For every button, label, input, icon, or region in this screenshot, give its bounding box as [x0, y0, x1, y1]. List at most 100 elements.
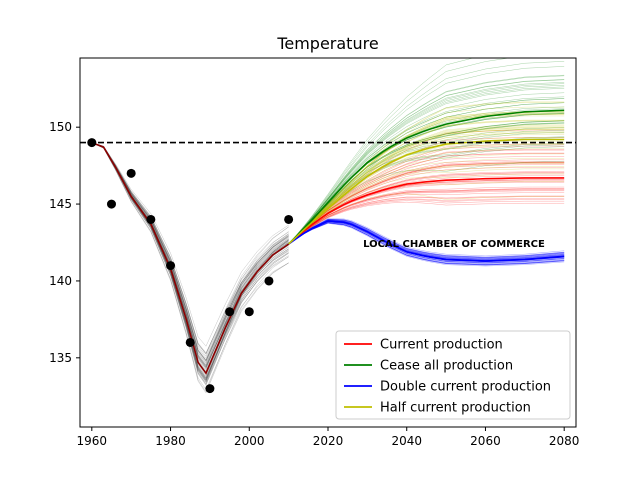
ensemble-line: [288, 120, 565, 245]
ensemble-line: [288, 218, 565, 257]
historical-ensemble-line: [91, 142, 289, 355]
ensemble-line: [288, 219, 565, 259]
y-tick-label: 145: [49, 197, 72, 211]
ensemble-line: [288, 162, 565, 245]
x-tick-label: 2000: [234, 434, 265, 448]
ensemble-line: [288, 193, 565, 245]
ensemble-line: [288, 188, 565, 245]
ensemble-line: [288, 161, 565, 245]
ensemble-line: [288, 122, 565, 245]
legend-box: [335, 330, 571, 420]
ensemble-line: [288, 199, 565, 245]
historical-ensemble-line: [91, 142, 289, 364]
ensemble-line: [288, 120, 565, 245]
ensemble-line: [288, 198, 565, 245]
ensemble-line: [288, 148, 565, 245]
x-tick-label: 2040: [391, 434, 422, 448]
historical-ensemble-line: [91, 142, 289, 362]
ensemble-line: [288, 221, 565, 264]
ensemble-line: [288, 219, 565, 259]
historical-ensemble-line: [91, 142, 289, 354]
historical-ensemble-line: [91, 142, 289, 364]
ensemble-line: [288, 168, 565, 245]
ensemble-line: [288, 102, 565, 245]
ensemble-line: [288, 153, 565, 245]
historical-fit-line: [91, 141, 290, 375]
ensemble-line: [288, 132, 565, 245]
historical-ensemble-line: [91, 142, 289, 355]
historical-ensemble-line: [91, 142, 289, 361]
ensemble-line: [288, 84, 565, 245]
ensemble-line: [288, 166, 565, 245]
ensemble-line: [288, 218, 565, 258]
ensemble-line: [288, 136, 565, 245]
ensemble-line: [288, 120, 565, 245]
legend-label: Cease all production: [380, 359, 513, 374]
ensemble-line: [288, 158, 565, 245]
legend-label: Current production: [380, 338, 503, 353]
ensemble-line: [288, 102, 565, 245]
plot-area: LOCAL CHAMBER OF COMMERCE 1960 1980 2000 202…: [49, 57, 579, 448]
ensemble-line: [288, 223, 565, 267]
ensemble-line: [288, 61, 565, 245]
ensemble-line: [288, 66, 565, 245]
observed-point: [205, 384, 215, 394]
historical-ensemble-line: [91, 142, 289, 362]
ensemble-line: [288, 128, 565, 245]
ensemble-line: [288, 124, 565, 245]
ensemble-line: [288, 58, 474, 245]
ensemble-line: [288, 200, 565, 245]
ensemble-line: [288, 162, 565, 245]
ensemble-line: [288, 127, 565, 245]
historical-ensemble-line: [91, 142, 289, 359]
ensemble-line: [288, 162, 565, 245]
ensemble-line: [288, 222, 565, 266]
observed-point: [264, 276, 274, 286]
chart-title: Temperature: [276, 34, 378, 53]
ensemble-line: [288, 123, 565, 245]
ensemble-line: [288, 201, 565, 245]
ensemble-line: [288, 222, 565, 266]
ensemble-line: [288, 131, 565, 245]
legend: Current production Cease all production Do…: [335, 330, 571, 420]
ensemble-line: [288, 219, 565, 260]
observed-point: [126, 168, 136, 178]
observed-point: [166, 261, 176, 271]
ensemble-line: [288, 219, 565, 258]
ensemble-line: [288, 218, 565, 258]
ensemble-line: [288, 137, 565, 245]
ensemble-line: [288, 125, 565, 245]
observed-point: [106, 199, 116, 209]
ensemble-line: [288, 219, 565, 258]
ensemble-line: [288, 83, 565, 245]
ensemble-line: [288, 88, 565, 245]
ensemble-line: [288, 163, 565, 245]
ensemble-line: [288, 222, 565, 265]
ensemble-line: [288, 221, 565, 264]
observed-point: [146, 214, 156, 224]
ensemble-line: [288, 113, 565, 245]
ensemble-line: [288, 114, 565, 245]
series-mean-line: [288, 109, 565, 245]
historical-ensemble-line: [91, 142, 289, 361]
ensemble-line: [288, 122, 565, 245]
ensemble-line: [288, 82, 565, 245]
historical-ensemble-line: [91, 142, 289, 363]
observed-point: [185, 337, 195, 347]
ensemble-line: [288, 128, 565, 245]
ensemble-line: [288, 162, 565, 245]
observed-point: [244, 307, 254, 317]
legend-label: Double current production: [380, 380, 551, 395]
ensemble-line: [288, 221, 565, 264]
ensemble-line: [288, 127, 565, 245]
ensemble-line: [288, 129, 565, 245]
ensemble-line: [288, 182, 565, 245]
ensemble-line: [288, 92, 565, 245]
ensemble-line: [288, 222, 565, 266]
series-mean-line: [288, 177, 565, 245]
ensemble-line: [288, 163, 565, 245]
x-tick-label: 2060: [470, 434, 501, 448]
ensemble-line: [288, 186, 565, 245]
x-tick-label: 1960: [77, 434, 108, 448]
